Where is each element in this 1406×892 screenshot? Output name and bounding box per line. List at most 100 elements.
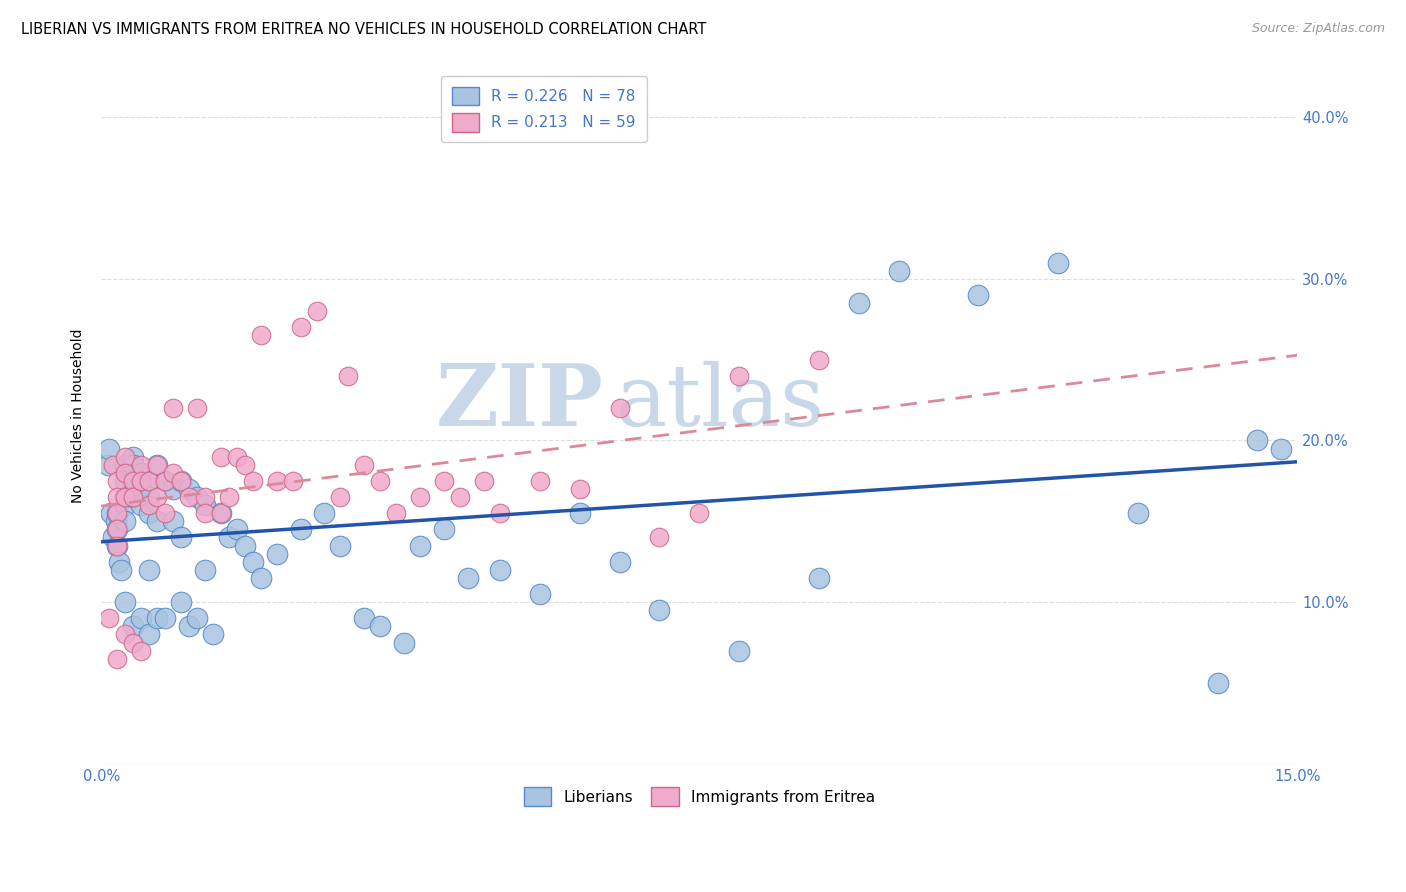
Point: [170, 595, 193, 609]
Point: [114, 466, 136, 480]
Point: [1270, 442, 1292, 456]
Point: [162, 401, 184, 415]
Point: [98, 442, 121, 456]
Point: [688, 506, 710, 520]
Point: [97, 458, 120, 472]
Point: [1246, 434, 1268, 448]
Point: [153, 474, 176, 488]
Point: [209, 450, 232, 464]
Point: [101, 458, 124, 472]
Point: [385, 506, 408, 520]
Point: [609, 555, 631, 569]
Point: [107, 555, 129, 569]
Point: [105, 651, 128, 665]
Point: [105, 506, 128, 520]
Point: [170, 474, 193, 488]
Point: [153, 474, 176, 488]
Point: [1047, 255, 1070, 269]
Point: [170, 531, 193, 545]
Point: [138, 498, 160, 512]
Text: atlas: atlas: [616, 360, 825, 444]
Point: [122, 458, 145, 472]
Point: [122, 490, 145, 504]
Point: [433, 522, 456, 536]
Point: [194, 506, 217, 520]
Point: [457, 571, 479, 585]
Point: [177, 490, 200, 504]
Point: [162, 514, 184, 528]
Point: [186, 401, 208, 415]
Point: [122, 490, 145, 504]
Point: [153, 611, 176, 625]
Point: [218, 531, 240, 545]
Point: [368, 474, 391, 488]
Point: [114, 490, 136, 504]
Point: [337, 368, 360, 383]
Point: [98, 611, 121, 625]
Point: [489, 563, 512, 577]
Point: [433, 474, 456, 488]
Point: [101, 531, 124, 545]
Point: [233, 539, 256, 553]
Point: [967, 288, 990, 302]
Point: [209, 506, 232, 520]
Point: [186, 490, 208, 504]
Point: [568, 506, 591, 520]
Point: [281, 474, 304, 488]
Point: [122, 474, 145, 488]
Point: [114, 474, 136, 488]
Point: [201, 627, 224, 641]
Point: [105, 522, 128, 536]
Point: [242, 555, 264, 569]
Point: [329, 539, 352, 553]
Point: [170, 474, 193, 488]
Point: [122, 474, 145, 488]
Point: [114, 498, 136, 512]
Point: [807, 571, 830, 585]
Point: [114, 458, 136, 472]
Point: [368, 619, 391, 633]
Point: [242, 474, 264, 488]
Point: [1126, 506, 1149, 520]
Point: [138, 563, 160, 577]
Legend: Liberians, Immigrants from Eritrea: Liberians, Immigrants from Eritrea: [515, 779, 884, 815]
Point: [249, 571, 271, 585]
Point: [122, 450, 145, 464]
Point: [129, 474, 152, 488]
Point: [648, 603, 671, 617]
Text: LIBERIAN VS IMMIGRANTS FROM ERITREA NO VEHICLES IN HOUSEHOLD CORRELATION CHART: LIBERIAN VS IMMIGRANTS FROM ERITREA NO V…: [21, 22, 706, 37]
Point: [138, 490, 160, 504]
Point: [162, 466, 184, 480]
Point: [529, 587, 551, 601]
Point: [105, 506, 128, 520]
Point: [529, 474, 551, 488]
Point: [409, 539, 432, 553]
Point: [105, 522, 128, 536]
Point: [233, 458, 256, 472]
Point: [290, 320, 312, 334]
Point: [114, 490, 136, 504]
Point: [568, 482, 591, 496]
Point: [105, 539, 128, 553]
Point: [114, 450, 136, 464]
Point: [129, 482, 152, 496]
Point: [177, 482, 200, 496]
Point: [848, 296, 870, 310]
Point: [394, 635, 416, 649]
Point: [105, 474, 128, 488]
Point: [138, 506, 160, 520]
Point: [290, 522, 312, 536]
Point: [1206, 676, 1229, 690]
Point: [122, 635, 145, 649]
Point: [225, 450, 247, 464]
Point: [129, 643, 152, 657]
Text: Source: ZipAtlas.com: Source: ZipAtlas.com: [1251, 22, 1385, 36]
Point: [138, 627, 160, 641]
Point: [146, 514, 169, 528]
Point: [609, 401, 631, 415]
Point: [129, 466, 152, 480]
Point: [177, 619, 200, 633]
Point: [104, 514, 127, 528]
Point: [409, 490, 432, 504]
Point: [887, 263, 910, 277]
